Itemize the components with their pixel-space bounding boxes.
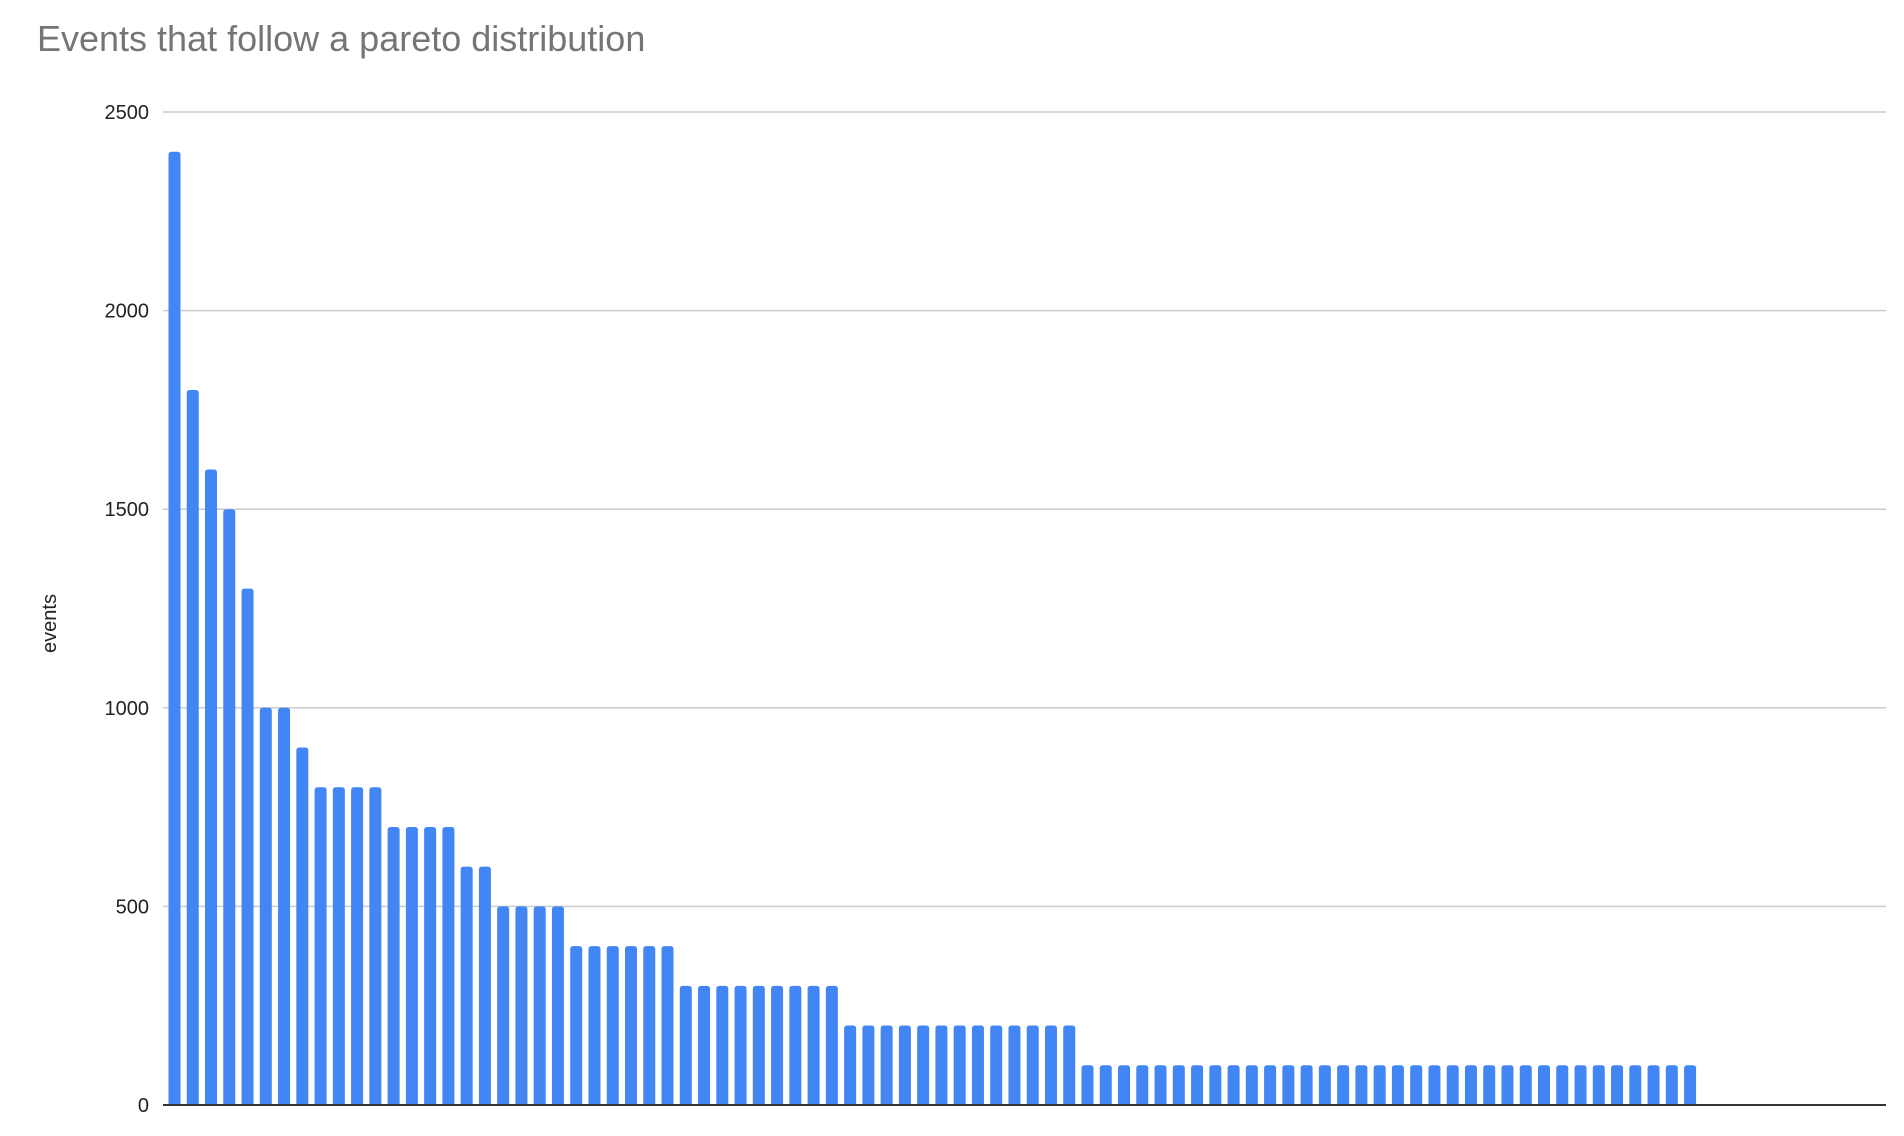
bar <box>1592 1065 1605 1105</box>
bar <box>1209 1065 1222 1105</box>
bar <box>1574 1065 1587 1105</box>
chart-title: Events that follow a pareto distribution <box>37 18 646 59</box>
bar <box>1099 1065 1112 1105</box>
bar <box>1154 1065 1167 1105</box>
bar <box>1501 1065 1514 1105</box>
bar <box>1428 1065 1441 1105</box>
bar <box>1647 1065 1660 1105</box>
bar <box>369 787 382 1105</box>
bar <box>460 866 473 1105</box>
bar <box>862 1025 875 1105</box>
bar <box>570 946 583 1105</box>
bar <box>223 509 236 1105</box>
bar <box>1081 1065 1094 1105</box>
bar <box>1355 1065 1368 1105</box>
bar <box>1684 1065 1697 1105</box>
bar <box>917 1025 930 1105</box>
bar <box>1136 1065 1149 1105</box>
bar <box>698 985 711 1105</box>
bar <box>716 985 729 1105</box>
bar <box>278 707 291 1105</box>
bar <box>332 787 345 1105</box>
y-tick-label: 0 <box>138 1095 149 1117</box>
bar <box>1391 1065 1404 1105</box>
bar <box>1026 1025 1039 1105</box>
bar <box>1044 1025 1057 1105</box>
bar <box>551 906 564 1105</box>
bar <box>387 826 400 1105</box>
y-tick-label: 2000 <box>105 301 150 323</box>
bar <box>807 985 820 1105</box>
bar <box>679 985 692 1105</box>
bar <box>1464 1065 1477 1105</box>
bar <box>1556 1065 1569 1105</box>
bar <box>1337 1065 1350 1105</box>
bar <box>1264 1065 1277 1105</box>
bar <box>734 985 747 1105</box>
bar <box>1318 1065 1331 1105</box>
bar <box>1483 1065 1496 1105</box>
bar <box>351 787 364 1105</box>
bar <box>1629 1065 1642 1105</box>
bar <box>424 826 437 1105</box>
bar <box>478 866 491 1105</box>
bar <box>880 1025 893 1105</box>
y-tick-label: 500 <box>116 896 149 918</box>
bar <box>771 985 784 1105</box>
bar <box>186 390 199 1105</box>
bar <box>825 985 838 1105</box>
bar <box>935 1025 948 1105</box>
y-axis-label: events <box>39 594 61 653</box>
bar <box>533 906 546 1105</box>
bar <box>1227 1065 1240 1105</box>
bar <box>898 1025 911 1105</box>
bar <box>1611 1065 1624 1105</box>
bar <box>1538 1065 1550 1105</box>
bar <box>1118 1065 1131 1105</box>
bar <box>789 985 802 1105</box>
bar <box>1519 1065 1532 1105</box>
bar <box>1446 1065 1459 1105</box>
bar <box>259 707 272 1105</box>
bar <box>1245 1065 1258 1105</box>
bar <box>1191 1065 1204 1105</box>
bar <box>1373 1065 1386 1105</box>
bar <box>844 1025 857 1105</box>
bar <box>643 946 656 1105</box>
bar <box>606 946 619 1105</box>
bar <box>515 906 528 1105</box>
bar <box>1008 1025 1021 1105</box>
bar <box>1665 1065 1678 1105</box>
bar <box>168 151 181 1106</box>
bar <box>241 588 254 1105</box>
bar <box>990 1025 1003 1105</box>
bar <box>205 469 218 1106</box>
bar <box>1172 1065 1185 1105</box>
bar <box>1300 1065 1313 1105</box>
bar <box>1282 1065 1295 1105</box>
bar <box>953 1025 966 1105</box>
bar <box>752 985 765 1105</box>
bar <box>405 826 418 1105</box>
bar <box>296 747 309 1105</box>
bar <box>1063 1025 1076 1105</box>
bar <box>497 906 510 1105</box>
bar <box>625 946 637 1105</box>
bar <box>588 946 601 1105</box>
y-tick-label: 1000 <box>105 698 150 720</box>
y-tick-label: 2500 <box>105 102 150 124</box>
y-tick-label: 1500 <box>105 499 150 521</box>
bar <box>442 826 455 1105</box>
bar <box>1410 1065 1423 1105</box>
bar <box>971 1025 984 1105</box>
bar <box>314 787 327 1105</box>
bar <box>661 946 674 1105</box>
